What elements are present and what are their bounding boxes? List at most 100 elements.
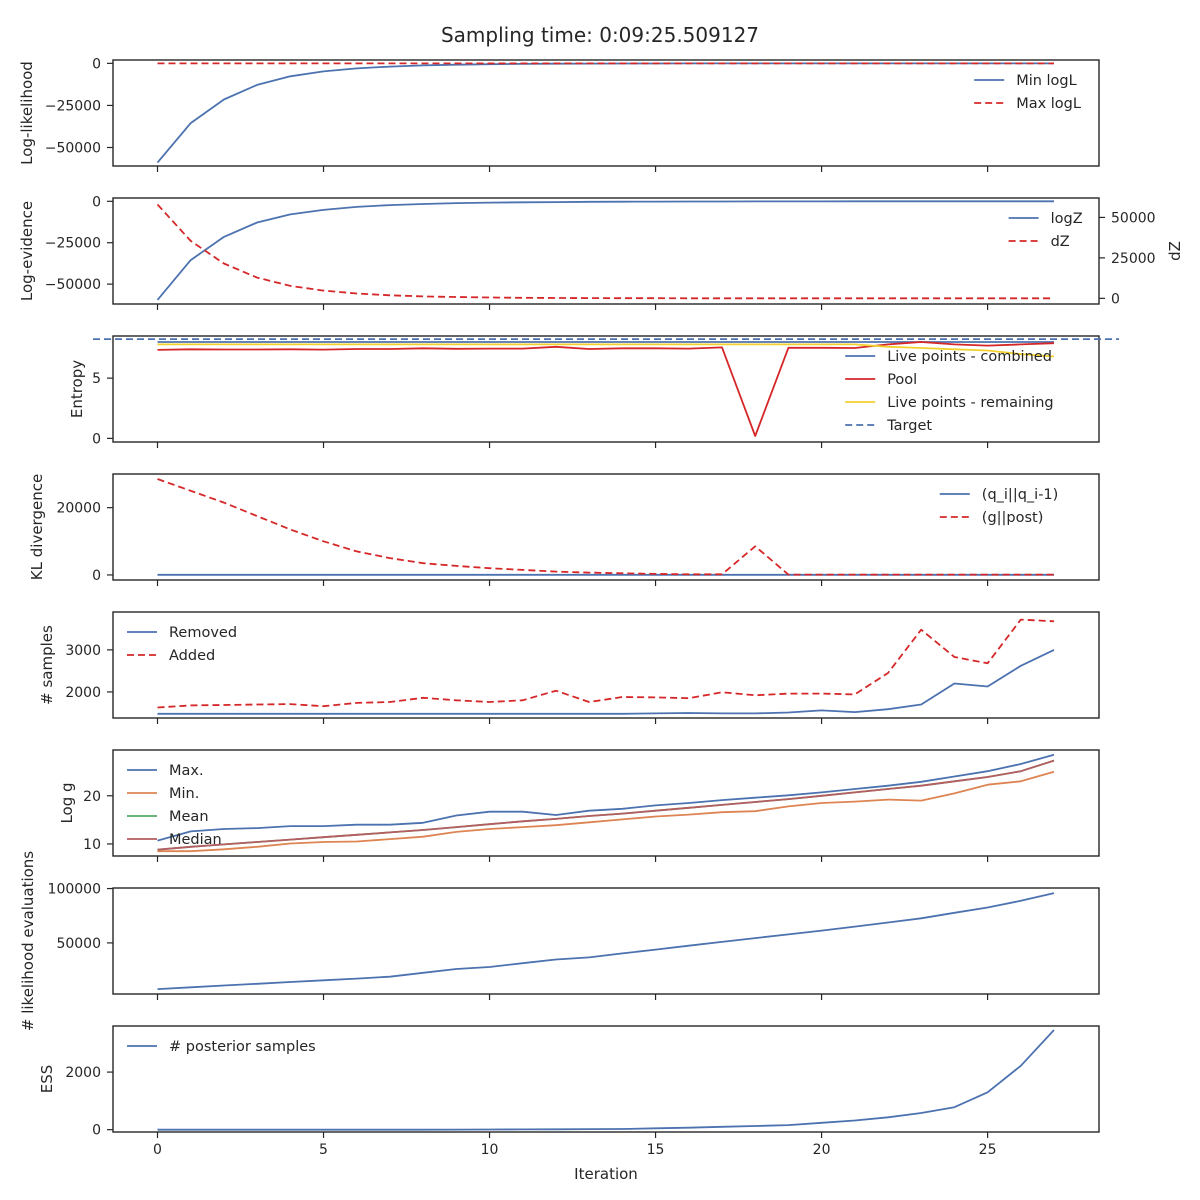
y-axis-label: # likelihood evaluations <box>19 851 37 1031</box>
legend: logZ dZ <box>1008 211 1083 250</box>
series-line-median <box>157 759 1055 851</box>
series-line-pool <box>157 341 1055 437</box>
y-axis-label: ESS <box>38 1065 56 1094</box>
legend: Max. Min. Mean Median <box>127 763 222 848</box>
series-group <box>157 753 1055 853</box>
y-tick-label: 50000 <box>56 936 101 952</box>
series-group <box>157 892 1055 990</box>
series-group <box>157 478 1054 576</box>
legend-label: Pool <box>887 372 917 388</box>
series-line-max- <box>157 753 1055 842</box>
x-tick-label: 10 <box>481 1142 499 1158</box>
series-line--g-post- <box>157 478 1054 576</box>
series-group <box>157 1029 1055 1131</box>
y-right-tick-label: 0 <box>1111 291 1120 307</box>
y-axis-label: Log g <box>58 782 76 823</box>
panel-frame <box>112 611 1100 719</box>
y-tick-label: 0 <box>92 56 101 72</box>
series-group <box>156 200 1054 301</box>
y-tick-label: −25000 <box>45 98 101 114</box>
panel-frame <box>112 59 1100 167</box>
y-right-tick-label: 50000 <box>1111 210 1156 226</box>
legend-label: (g||post) <box>982 510 1044 526</box>
panel-frame <box>112 197 1100 305</box>
y-tick-label: 2000 <box>65 685 101 701</box>
x-tick-label: 0 <box>153 1142 162 1158</box>
y-axis-label: Log-likelihood <box>18 61 36 165</box>
panel-6: 10 20 Log g Max. Min. Mean Median <box>58 749 1100 862</box>
panel-8: 0 2000 0 5 10 15 20 25 ESS # posterior samples <box>38 1025 1100 1158</box>
y-tick-label: 2000 <box>65 1065 101 1081</box>
series-line-mean <box>157 759 1055 851</box>
panel-frame <box>112 749 1100 857</box>
y-right-axis-label: dZ <box>1166 241 1184 261</box>
legend: Removed Added <box>127 625 237 664</box>
x-tick-label: 20 <box>813 1142 831 1158</box>
panel-frame <box>112 473 1100 581</box>
y-tick-label: 0 <box>92 194 101 210</box>
legend-label: Max. <box>169 763 204 779</box>
panel-7: 50000 100000 # likelihood evaluations <box>19 851 1100 1031</box>
series-group <box>156 62 1054 164</box>
y-tick-label: 10 <box>83 837 101 853</box>
y-tick-label: −50000 <box>45 140 101 156</box>
legend-label: Max logL <box>1016 96 1081 112</box>
legend-label: Live points - combined <box>887 349 1052 365</box>
y-tick-label: 0 <box>92 568 101 584</box>
y-axis-label: KL divergence <box>28 474 46 580</box>
series-line-live-points-remaining <box>157 343 1055 358</box>
legend-label: (q_i||q_i-1) <box>982 487 1059 503</box>
legend: # posterior samples <box>127 1039 316 1055</box>
legend-label: Live points - remaining <box>887 395 1053 411</box>
legend-label: # posterior samples <box>169 1039 316 1055</box>
y-axis-label: # samples <box>38 625 56 705</box>
legend-label: Median <box>169 832 222 848</box>
legend-label: Mean <box>169 809 209 825</box>
panel-frame <box>112 335 1100 443</box>
legend-label: Min logL <box>1016 73 1077 89</box>
series-group <box>157 341 1055 437</box>
y-right-tick-label: 25000 <box>1111 251 1156 267</box>
series-line-min-logl <box>156 62 1054 164</box>
y-tick-label: 3000 <box>65 643 101 659</box>
series-line-min- <box>157 770 1055 853</box>
y-tick-label: 20 <box>83 789 101 805</box>
panel-1: 0 −25000 −50000 Log-likelihood Min logL Max l… <box>18 56 1100 172</box>
series-line-series <box>157 892 1055 990</box>
series-line--posterior-samples <box>157 1029 1055 1131</box>
y-tick-label: 0 <box>92 1123 101 1139</box>
legend-label: Added <box>169 648 215 664</box>
legend: (q_i||q_i-1) (g||post) <box>939 487 1059 526</box>
y-tick-label: −25000 <box>45 236 101 252</box>
series-line-added <box>157 618 1055 709</box>
x-tick-label: 15 <box>647 1142 665 1158</box>
legend: Min logL Max logL <box>974 73 1081 112</box>
y-tick-label: 100000 <box>48 882 101 898</box>
legend-label: Removed <box>169 625 237 641</box>
y-axis-label: Log-evidence <box>18 201 36 301</box>
panel-4: 0 20000 KL divergence (q_i||q_i-1) (g||post) <box>28 473 1100 586</box>
y-tick-label: −50000 <box>45 277 101 293</box>
panel-5: 2000 3000 # samples Removed Added <box>38 611 1100 724</box>
figure-title: Sampling time: 0:09:25.509127 <box>441 23 759 47</box>
y-tick-label: 20000 <box>56 501 101 517</box>
panel-frame <box>112 1025 1100 1133</box>
panel-2: 0 −25000 −50000 0 25000 50000 dZ Log-evidence lo… <box>18 194 1184 310</box>
series-line-dz <box>156 203 1054 300</box>
y-tick-label: 5 <box>92 371 101 387</box>
x-axis-label: Iteration <box>574 1165 638 1183</box>
y-tick-label: 0 <box>92 431 101 447</box>
x-tick-label: 5 <box>319 1142 328 1158</box>
legend-label: Min. <box>169 786 199 802</box>
legend-label: logZ <box>1051 211 1083 227</box>
series-line-logz <box>156 200 1054 301</box>
series-group <box>157 618 1055 715</box>
x-tick-label: 25 <box>979 1142 997 1158</box>
series-line-removed <box>157 649 1055 715</box>
legend-label: dZ <box>1051 234 1070 250</box>
legend-label: Target <box>886 418 932 434</box>
panel-frame <box>112 887 1100 995</box>
legend: Live points - combined Pool Live points - … <box>845 349 1054 434</box>
